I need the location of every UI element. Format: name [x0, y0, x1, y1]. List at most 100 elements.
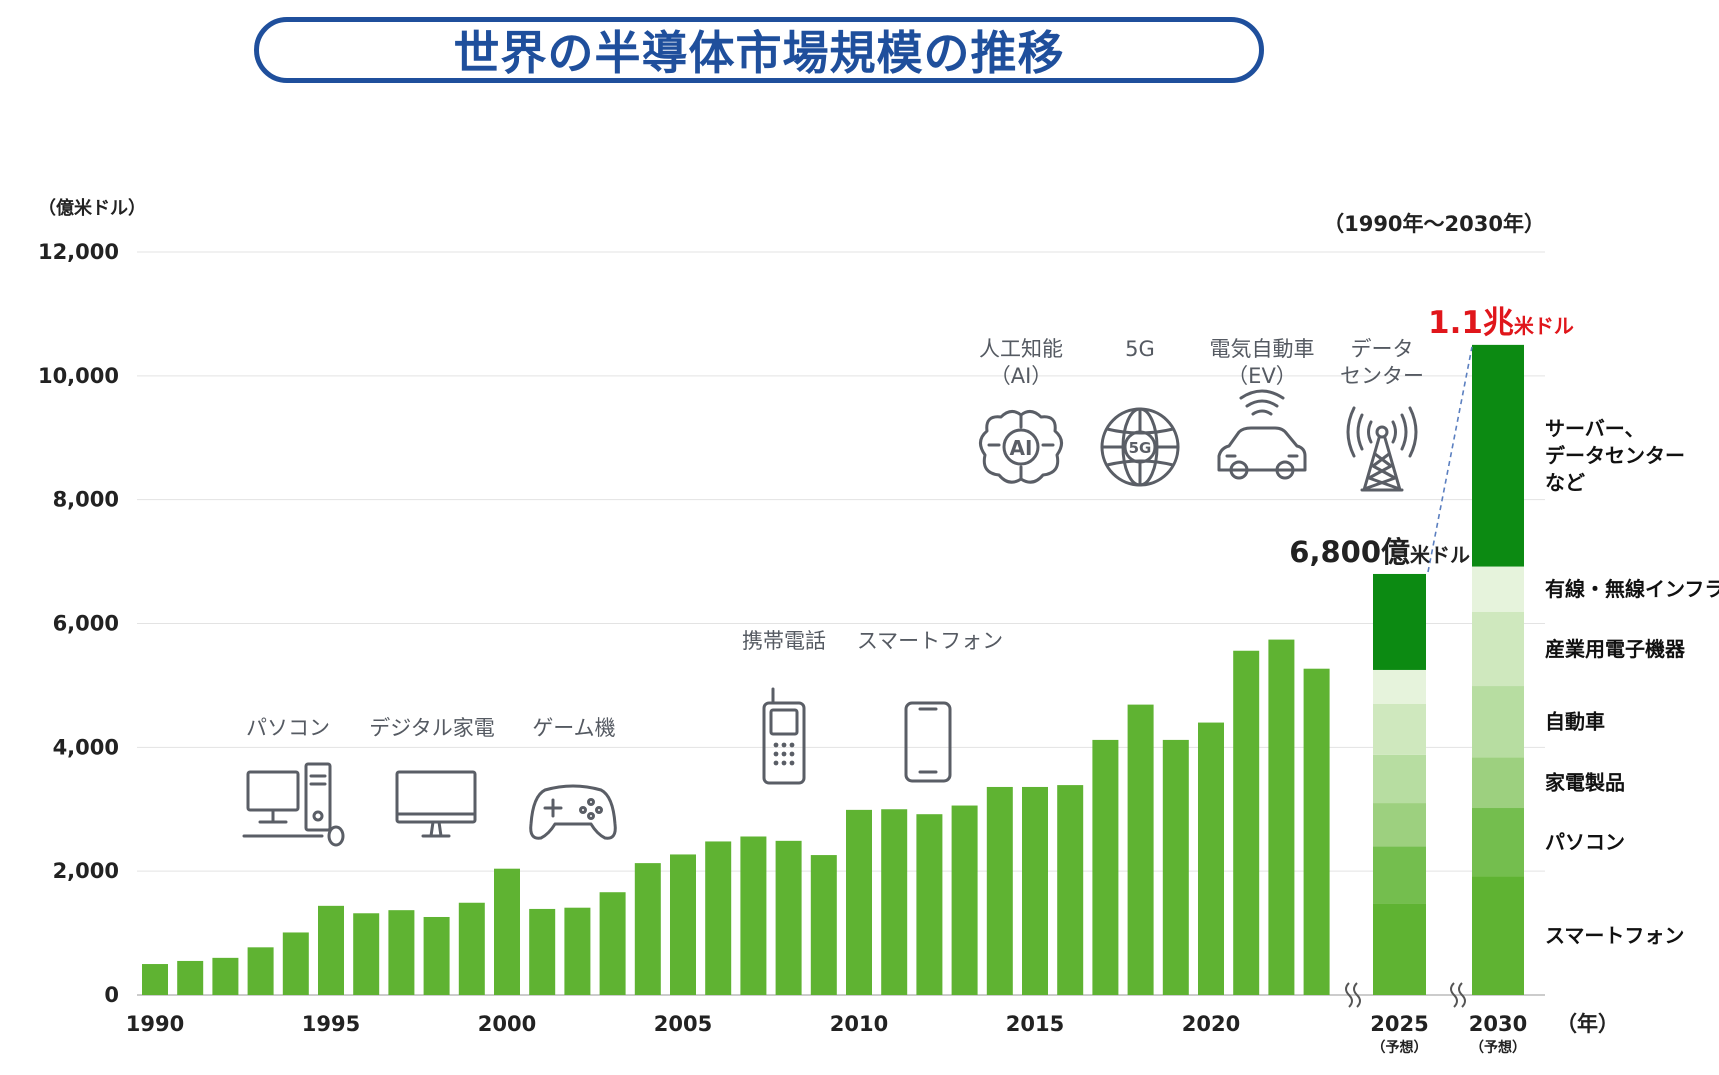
bar-2016	[1057, 785, 1084, 995]
annotation-label-5g: 5G	[1125, 337, 1155, 361]
x-tick-label: 2010	[830, 1012, 888, 1036]
forecast-2025-segment-0	[1373, 903, 1426, 995]
x-tick-label: 2015	[1006, 1012, 1064, 1036]
bar-1998	[423, 916, 450, 995]
mobile-phone-icon	[762, 687, 806, 785]
bar-2010	[846, 809, 872, 995]
x-tick-label: 1995	[302, 1012, 360, 1036]
annotation-label-ev: （EV）	[1227, 364, 1297, 388]
y-tick-label: 12,000	[38, 240, 119, 264]
annotation-label-phone: 携帯電話	[742, 629, 826, 653]
forecast-note: （予想）	[1372, 1039, 1428, 1056]
bar-1991	[177, 960, 204, 995]
forecast-2025-segment-3	[1373, 754, 1426, 804]
total-number-2030: 1.1兆	[1428, 305, 1514, 341]
forecast-2025-segment-4	[1373, 703, 1426, 755]
desktop-pc-icon	[242, 762, 345, 847]
bar-2020	[1198, 722, 1224, 995]
bar-2019	[1162, 739, 1189, 995]
bar-2009	[810, 855, 837, 995]
axis-break-mark	[1450, 982, 1466, 1008]
forecast-2030-segment-2	[1472, 757, 1524, 809]
axis-break-mark	[1345, 982, 1361, 1008]
bar-2006	[705, 841, 732, 995]
annotation-label-game: ゲーム機	[532, 716, 615, 740]
bar-1990	[142, 964, 168, 995]
total-unit-2025: 米ドル	[1410, 543, 1470, 567]
bar-2022	[1268, 639, 1295, 995]
segment-label: 有線・無線インフラ	[1545, 577, 1719, 601]
bar-2021	[1233, 650, 1260, 995]
bar-2018	[1127, 704, 1154, 995]
title-banner: 世界の半導体市場規模の推移	[254, 17, 1264, 83]
y-tick-label: 2,000	[53, 859, 119, 883]
forecast-2025-segment-5	[1373, 669, 1426, 704]
smartphone-icon	[904, 701, 952, 783]
x-tick-label: 2000	[478, 1012, 536, 1036]
monitor-icon	[395, 770, 477, 838]
annotation-label-dc: センター	[1340, 364, 1424, 388]
forecast-2030-segment-3	[1472, 686, 1524, 758]
icon-text-ai: AI	[1010, 436, 1033, 460]
y-unit-label: （億米ドル）	[38, 197, 146, 219]
bar-2000	[494, 868, 520, 995]
forecast-2025-segment-2	[1373, 803, 1426, 847]
forecast-year-label: 2030	[1469, 1012, 1527, 1036]
bar-1994	[282, 932, 309, 995]
y-tick-label: 0	[104, 983, 119, 1007]
x-tick-label: 1990	[126, 1012, 184, 1036]
total-label-2030: 1.1兆米ドル	[1428, 305, 1574, 341]
bar-1999	[458, 902, 485, 995]
annotation-label-ev: 電気自動車	[1210, 337, 1315, 361]
segment-label: パソコン	[1545, 830, 1625, 854]
annotation-label-pc: パソコン	[246, 716, 330, 740]
annotation-label-dc: データ	[1351, 337, 1414, 361]
forecast-connector	[1427, 346, 1473, 573]
antenna-tower-icon	[1346, 406, 1418, 492]
segment-label: スマートフォン	[1545, 924, 1684, 948]
x-tick-label: 2005	[654, 1012, 712, 1036]
forecast-2025-segment-6	[1373, 573, 1426, 670]
total-unit-2030: 米ドル	[1514, 314, 1574, 338]
bar-2005	[670, 854, 696, 995]
period-label: （1990年〜2030年）	[1323, 212, 1545, 236]
bar-2003	[599, 892, 626, 995]
annotation-label-smartphone: スマートフォン	[857, 629, 1003, 653]
bar-2002	[564, 907, 591, 995]
annotation-label-ai: 人工知能	[979, 337, 1063, 361]
segment-label: 家電製品	[1545, 771, 1625, 795]
forecast-2030-segment-0	[1472, 876, 1524, 995]
bar-1992	[212, 957, 239, 995]
forecast-2030-segment-6	[1472, 344, 1524, 567]
bar-2008	[775, 840, 802, 995]
icon-text-5g: 5G	[1129, 439, 1152, 457]
bar-1997	[388, 910, 415, 995]
bar-2017	[1092, 739, 1119, 995]
bar-1993	[247, 947, 274, 995]
forecast-2030-segment-5	[1472, 566, 1524, 612]
total-number-2025: 6,800億	[1289, 535, 1410, 569]
forecast-note: （予想）	[1470, 1039, 1526, 1056]
annotation-label-tv: デジタル家電	[369, 716, 495, 740]
bar-1995	[318, 905, 344, 995]
segment-label: など	[1545, 471, 1585, 495]
segment-label: 自動車	[1545, 710, 1605, 734]
annotation-label-ai: （AI）	[990, 364, 1053, 388]
forecast-year-label: 2025	[1370, 1012, 1428, 1036]
bar-2004	[634, 863, 661, 995]
forecast-2025-segment-1	[1373, 846, 1426, 904]
forecast-2030-segment-4	[1472, 611, 1524, 687]
electric-car-icon	[1217, 389, 1307, 480]
y-tick-label: 6,000	[53, 612, 119, 636]
bar-2014	[986, 786, 1013, 995]
segment-label: 産業用電子機器	[1545, 637, 1686, 661]
x-unit-label: （年）	[1556, 1012, 1619, 1036]
segment-label: データセンター	[1545, 444, 1685, 468]
y-tick-label: 8,000	[53, 488, 119, 512]
page-title: 世界の半導体市場規模の推移	[453, 26, 1065, 80]
y-tick-label: 10,000	[38, 364, 119, 388]
bar-2012	[916, 814, 943, 995]
total-label-2025: 6,800億米ドル	[1289, 535, 1470, 569]
segment-label: サーバー、	[1545, 417, 1645, 441]
